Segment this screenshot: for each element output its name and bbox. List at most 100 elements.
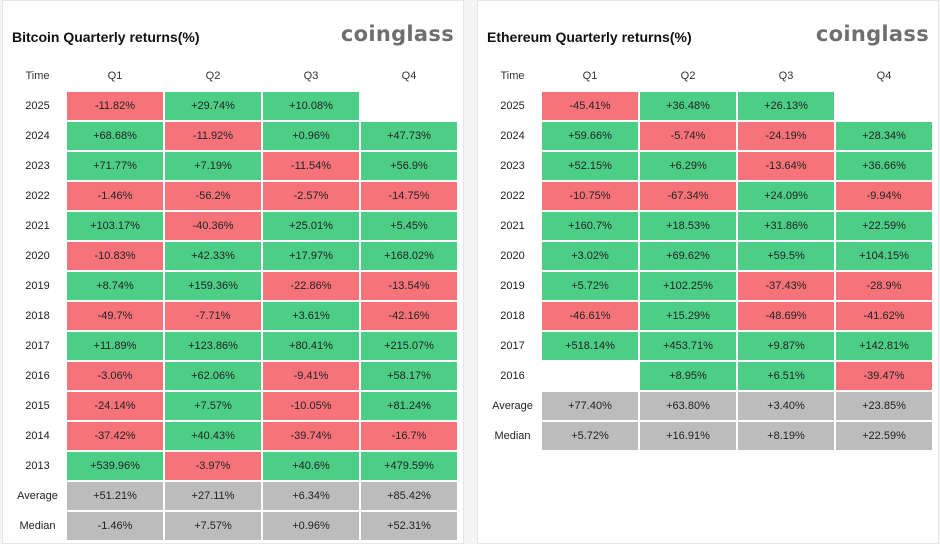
return-cell-q2: -7.71% <box>165 302 261 330</box>
row-time-label: 2020 <box>500 250 525 262</box>
return-cell-q2: +15.29% <box>640 302 736 330</box>
return-cell-q1: +71.77% <box>67 152 163 180</box>
header-time: Time <box>25 70 50 82</box>
return-cell-q4: +36.66% <box>836 152 932 180</box>
ethereum-panel: Ethereum Quarterly returns(%) coinglass … <box>477 0 939 544</box>
return-cell-q3: -24.19% <box>738 122 834 150</box>
return-cell-q4: -41.62% <box>836 302 932 330</box>
header-q3: Q3 <box>303 70 319 82</box>
return-cell-q2: -56.2% <box>165 182 261 210</box>
table-row: 2023 +52.15% +6.29% -13.64% +36.66% <box>485 152 932 180</box>
return-cell-q2: +16.91% <box>640 422 736 450</box>
row-time-label: 2016 <box>25 370 50 382</box>
return-cell-q2: +18.53% <box>640 212 736 240</box>
return-cell-q3: -11.54% <box>263 152 359 180</box>
return-cell-q1: -24.14% <box>67 392 163 420</box>
return-cell-q1 <box>542 362 638 390</box>
return-cell-q3: +80.41% <box>263 332 359 360</box>
row-time-label: Average <box>492 400 533 412</box>
return-cell-q3: -39.74% <box>263 422 359 450</box>
table-row: 2014 -37.42% +40.43% -39.74% -16.7% <box>10 422 457 450</box>
return-cell-q1: +103.17% <box>67 212 163 240</box>
row-time-label: 2019 <box>500 280 525 292</box>
return-cell-q2: -11.92% <box>165 122 261 150</box>
table-row: 2016 +8.95% +6.51% -39.47% <box>485 362 932 390</box>
return-cell-q2: +7.19% <box>165 152 261 180</box>
return-cell-q3: +0.96% <box>263 512 359 540</box>
row-time-label: 2022 <box>500 190 525 202</box>
return-cell-q1: +77.40% <box>542 392 638 420</box>
row-time-label: 2024 <box>500 130 525 142</box>
table-row: 2020 +3.02% +69.62% +59.5% +104.15% <box>485 242 932 270</box>
return-cell-q1: -49.7% <box>67 302 163 330</box>
return-cell-q4: +81.24% <box>361 392 457 420</box>
return-cell-q4: +52.31% <box>361 512 457 540</box>
table-row: 2015 -24.14% +7.57% -10.05% +81.24% <box>10 392 457 420</box>
return-cell-q2: +8.95% <box>640 362 736 390</box>
table-row: Median +5.72% +16.91% +8.19% +22.59% <box>485 422 932 450</box>
return-cell-q3: -48.69% <box>738 302 834 330</box>
table-row: 2017 +518.14% +453.71% +9.87% +142.81% <box>485 332 932 360</box>
return-cell-q2: -5.74% <box>640 122 736 150</box>
row-time-label: 2017 <box>500 340 525 352</box>
table-row: 2018 -49.7% -7.71% +3.61% -42.16% <box>10 302 457 330</box>
return-cell-q1: +518.14% <box>542 332 638 360</box>
return-cell-q3: +31.86% <box>738 212 834 240</box>
row-time-label: 2018 <box>25 310 50 322</box>
row-time-label: 2018 <box>500 310 525 322</box>
return-cell-q1: -1.46% <box>67 182 163 210</box>
table-row: Median -1.46% +7.57% +0.96% +52.31% <box>10 512 457 540</box>
row-time-label: 2014 <box>25 430 50 442</box>
bitcoin-table-title: Bitcoin Quarterly returns(%) <box>12 29 200 45</box>
row-time-label: 2015 <box>25 400 50 412</box>
return-cell-q3: +17.97% <box>263 242 359 270</box>
return-cell-q4: +28.34% <box>836 122 932 150</box>
row-time-label: 2021 <box>25 220 50 232</box>
table-row: 2023 +71.77% +7.19% -11.54% +56.9% <box>10 152 457 180</box>
return-cell-q4: +5.45% <box>361 212 457 240</box>
return-cell-q3: +40.6% <box>263 452 359 480</box>
return-cell-q1: +8.74% <box>67 272 163 300</box>
table-row: 2024 +68.68% -11.92% +0.96% +47.73% <box>10 122 457 150</box>
table-row: 2022 -1.46% -56.2% -2.57% -14.75% <box>10 182 457 210</box>
return-cell-q3: +0.96% <box>263 122 359 150</box>
table-row: Average +51.21% +27.11% +6.34% +85.42% <box>10 482 457 510</box>
bitcoin-table-body: 2025 -11.82% +29.74% +10.08% 2024 +68.68% -11.… <box>10 92 457 540</box>
return-cell-q4: +104.15% <box>836 242 932 270</box>
return-cell-q1: -37.42% <box>67 422 163 450</box>
return-cell-q1: -10.83% <box>67 242 163 270</box>
row-time-label: 2013 <box>25 460 50 472</box>
return-cell-q3: -37.43% <box>738 272 834 300</box>
table-row: 2020 -10.83% +42.33% +17.97% +168.02% <box>10 242 457 270</box>
row-time-label: 2023 <box>500 160 525 172</box>
return-cell-q2: -67.34% <box>640 182 736 210</box>
return-cell-q2: +62.06% <box>165 362 261 390</box>
return-cell-q3: +6.34% <box>263 482 359 510</box>
return-cell-q2: +40.43% <box>165 422 261 450</box>
return-cell-q1: +5.72% <box>542 272 638 300</box>
return-cell-q1: +68.68% <box>67 122 163 150</box>
return-cell-q3: -22.86% <box>263 272 359 300</box>
row-time-label: Median <box>494 430 531 442</box>
header-q4: Q4 <box>401 70 417 82</box>
return-cell-q3: +6.51% <box>738 362 834 390</box>
return-cell-q3: +26.13% <box>738 92 834 120</box>
return-cell-q1: +51.21% <box>67 482 163 510</box>
table-row: 2019 +5.72% +102.25% -37.43% -28.9% <box>485 272 932 300</box>
return-cell-q3: +8.19% <box>738 422 834 450</box>
return-cell-q2: +6.29% <box>640 152 736 180</box>
return-cell-q1: -46.61% <box>542 302 638 330</box>
return-cell-q1: -10.75% <box>542 182 638 210</box>
row-time-label: 2022 <box>25 190 50 202</box>
return-cell-q2: +69.62% <box>640 242 736 270</box>
return-cell-q2: +36.48% <box>640 92 736 120</box>
return-cell-q2: +42.33% <box>165 242 261 270</box>
coinglass-logo: coinglass <box>815 22 929 46</box>
table-row: 2017 +11.89% +123.86% +80.41% +215.07% <box>10 332 457 360</box>
table-row: 2025 -45.41% +36.48% +26.13% <box>485 92 932 120</box>
return-cell-q2: +123.86% <box>165 332 261 360</box>
table-row: Average +77.40% +63.80% +3.40% +23.85% <box>485 392 932 420</box>
return-cell-q1: +160.7% <box>542 212 638 240</box>
table-row: 2021 +103.17% -40.36% +25.01% +5.45% <box>10 212 457 240</box>
return-cell-q3: +10.08% <box>263 92 359 120</box>
